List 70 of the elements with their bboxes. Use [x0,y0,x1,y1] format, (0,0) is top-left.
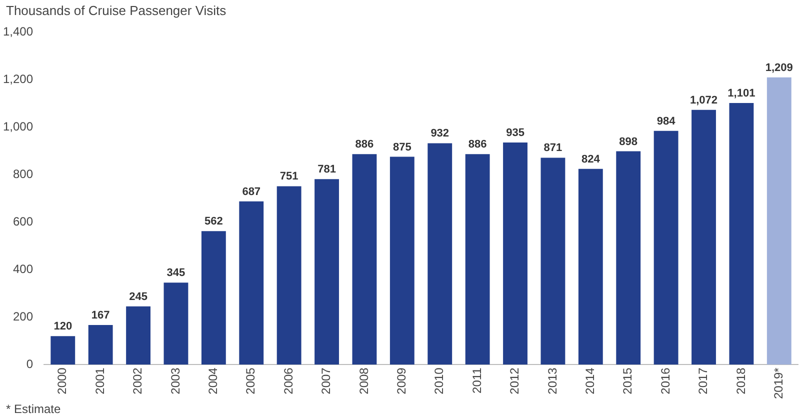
x-tick-label: 2017 [696,367,710,394]
bar [276,186,302,365]
data-label: 1,101 [728,88,756,100]
y-tick-label: 200 [13,309,34,324]
data-label: 781 [318,164,336,176]
bar [729,103,754,365]
data-label: 932 [430,128,450,140]
x-tick-label: 2003 [168,367,182,394]
x-tick-label: 2008 [356,367,371,394]
data-label: 886 [355,138,374,151]
data-label: 562 [204,216,223,228]
bar [390,156,414,365]
x-tick-label: 2016 [658,367,672,394]
data-label: 120 [54,320,72,333]
x-tick-label: 2005 [244,367,258,394]
bar [164,282,188,365]
bar [465,154,490,365]
data-label: 687 [242,186,261,198]
x-tick-label: 2019* [771,367,786,400]
x-tick-label: 2012 [508,367,522,394]
data-label: 167 [91,309,110,322]
x-tick-label: 2001 [92,367,107,394]
bar [352,154,377,365]
x-tick-label: 2002 [130,367,145,394]
data-label: 245 [129,290,148,303]
x-tick-label: 2007 [319,367,334,394]
x-tick-label: 2010 [432,367,446,394]
y-tick-label: 0 [26,356,34,371]
bar [126,306,150,365]
bar [578,168,603,365]
x-tick-label: 2015 [620,367,635,394]
x-tick-label: 2000 [55,367,70,394]
data-label: 824 [581,153,601,166]
data-label: 875 [392,141,412,154]
x-tick-label: 2018 [734,367,748,394]
bar [654,130,678,365]
bar [616,151,641,365]
data-label: 898 [619,136,638,148]
x-tick-label: 2009 [394,367,408,394]
x-tick-label: 2006 [281,367,296,394]
bar [540,158,566,365]
data-label: 984 [656,115,676,128]
bar [239,201,264,365]
x-tick-label: 2004 [206,367,220,394]
bar [201,231,226,365]
bar [88,324,113,365]
y-tick-label: 800 [13,166,34,181]
data-label: 751 [280,170,298,183]
y-tick-label: 400 [13,262,34,276]
data-label: 1,072 [690,94,718,106]
bar [692,110,716,365]
bar [314,179,339,365]
data-label: 1,209 [765,62,793,74]
y-tick-label: 600 [13,214,34,228]
bar [428,143,452,365]
data-label: 871 [544,142,562,154]
bar [50,336,76,365]
y-tick-label: 1,200 [3,72,34,86]
bar [766,77,792,365]
y-tick-label: 1,400 [3,24,34,38]
x-tick-label: 2014 [582,367,597,394]
y-tick-label: 1,000 [3,119,34,134]
bar [503,142,528,365]
text: * Estimate [6,402,61,416]
data-label: 886 [468,138,487,151]
x-tick-label: 2011 [470,367,484,394]
data-label: 935 [506,127,524,140]
x-tick-label: 2013 [545,367,560,394]
chart-title: Thousands of Cruise Passenger Visits [6,3,226,18]
data-label: 345 [166,267,186,280]
